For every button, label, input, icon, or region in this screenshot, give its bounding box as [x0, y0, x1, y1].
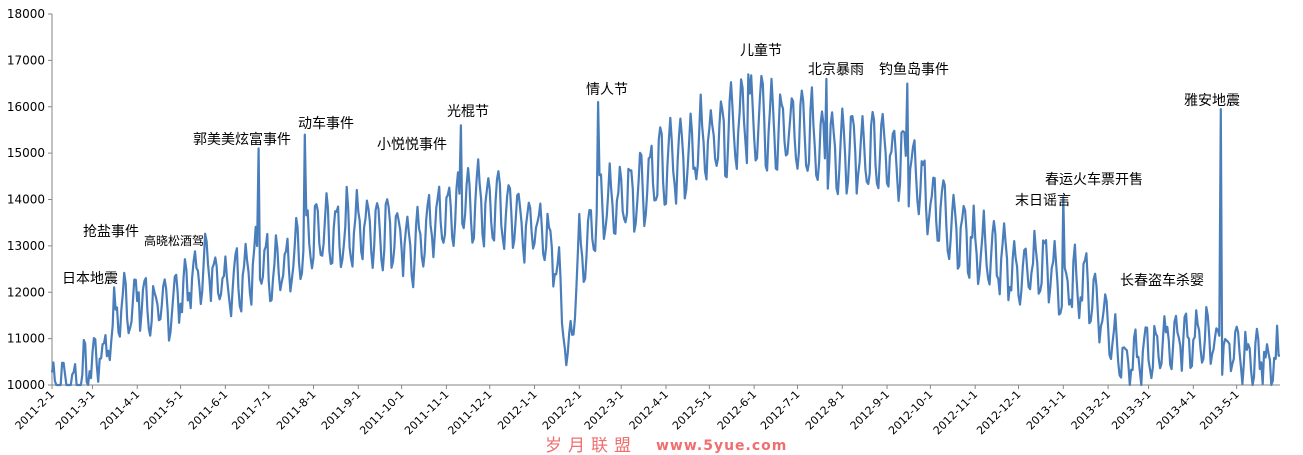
- x-tick-label: 2012-4-1: [627, 388, 672, 433]
- y-axis: 10000 11000 12000 13000 14000 15000 16000 17000…: [7, 7, 53, 392]
- x-tick-label: 2012-6-1: [715, 388, 760, 433]
- annotation-label: 春运火车票开售: [1045, 171, 1143, 188]
- watermark-url: www.5yue.com: [656, 438, 787, 454]
- series-layer: [50, 73, 1281, 387]
- x-tick-label: 2012-10-1: [886, 388, 935, 437]
- watermark: 岁月联盟 www.5yue.com: [545, 436, 787, 455]
- annotation-label: 动车事件: [298, 115, 354, 132]
- annotation-label: 钓鱼岛事件: [879, 61, 949, 78]
- y-tick-label: 14000: [7, 193, 45, 207]
- annotation-label: 末日谣言: [1015, 193, 1071, 209]
- y-tick-label: 11000: [7, 332, 45, 346]
- y-tick-label: 13000: [7, 239, 45, 253]
- annotation-label: 高晓松酒驾: [144, 233, 204, 248]
- annotation-label: 抢盐事件: [83, 223, 139, 240]
- x-tick-label: 2012-2-1: [540, 388, 585, 433]
- x-tick-label: 2011-9-1: [319, 388, 364, 433]
- y-tick-label: 12000: [7, 285, 45, 299]
- annotation-label: 雅安地震: [1184, 93, 1240, 109]
- annotation-label: 情人节: [586, 82, 628, 98]
- x-tick-label: 2012-1-1: [495, 388, 540, 433]
- x-tick-label: 2012-9-1: [848, 388, 893, 433]
- annotation-label: 小悦悦事件: [377, 137, 447, 153]
- x-tick-label: 2012-12-1: [974, 388, 1023, 437]
- y-tick-label: 17000: [7, 53, 45, 67]
- x-tick-label: 2011-7-1: [229, 388, 274, 433]
- x-tick-label: 2011-8-1: [274, 388, 319, 433]
- x-tick-label: 2011-3-1: [53, 388, 98, 433]
- x-tick-label: 2011-12-1: [445, 388, 494, 437]
- annotation-label: 郭美美炫富事件: [193, 131, 291, 148]
- series-line: [50, 73, 1281, 387]
- x-tick-label: 2011-4-1: [98, 388, 143, 433]
- x-tick-label: 2012-11-1: [931, 388, 980, 437]
- watermark-text: 岁月联盟: [545, 436, 637, 455]
- y-tick-label: 18000: [7, 7, 45, 21]
- x-tick-label: 2012-8-1: [803, 388, 848, 433]
- x-tick-label: 2011-5-1: [141, 388, 186, 433]
- x-tick-label: 2011-10-1: [357, 388, 406, 437]
- x-tick-label: 2013-3-1: [1109, 388, 1154, 433]
- x-tick-label: 2011-11-1: [402, 388, 451, 437]
- y-tick-label: 10000: [7, 378, 45, 392]
- x-tick-label: 2013-5-1: [1197, 388, 1242, 433]
- annotation-label: 日本地震: [62, 271, 118, 287]
- x-tick-label: 2012-3-1: [582, 388, 627, 433]
- x-tick-label: 2012-5-1: [670, 388, 715, 433]
- x-tick-label: 2013-1-1: [1024, 388, 1069, 433]
- annotation-label: 儿童节: [740, 42, 782, 59]
- x-tick-label: 2012-7-1: [758, 388, 803, 433]
- annotation-label: 光棍节: [447, 104, 489, 120]
- x-tick-label: 2011-6-1: [186, 388, 231, 433]
- x-tick-label: 2013-2-1: [1069, 388, 1114, 433]
- y-tick-label: 16000: [7, 100, 45, 114]
- x-tick-label: 2011-2-1: [13, 388, 58, 433]
- x-tick-label: 2013-4-1: [1154, 388, 1199, 433]
- y-tick-label: 15000: [7, 146, 45, 160]
- annotation-label: 北京暴雨: [808, 62, 864, 78]
- annotation-label: 长春盗车杀婴: [1120, 272, 1204, 289]
